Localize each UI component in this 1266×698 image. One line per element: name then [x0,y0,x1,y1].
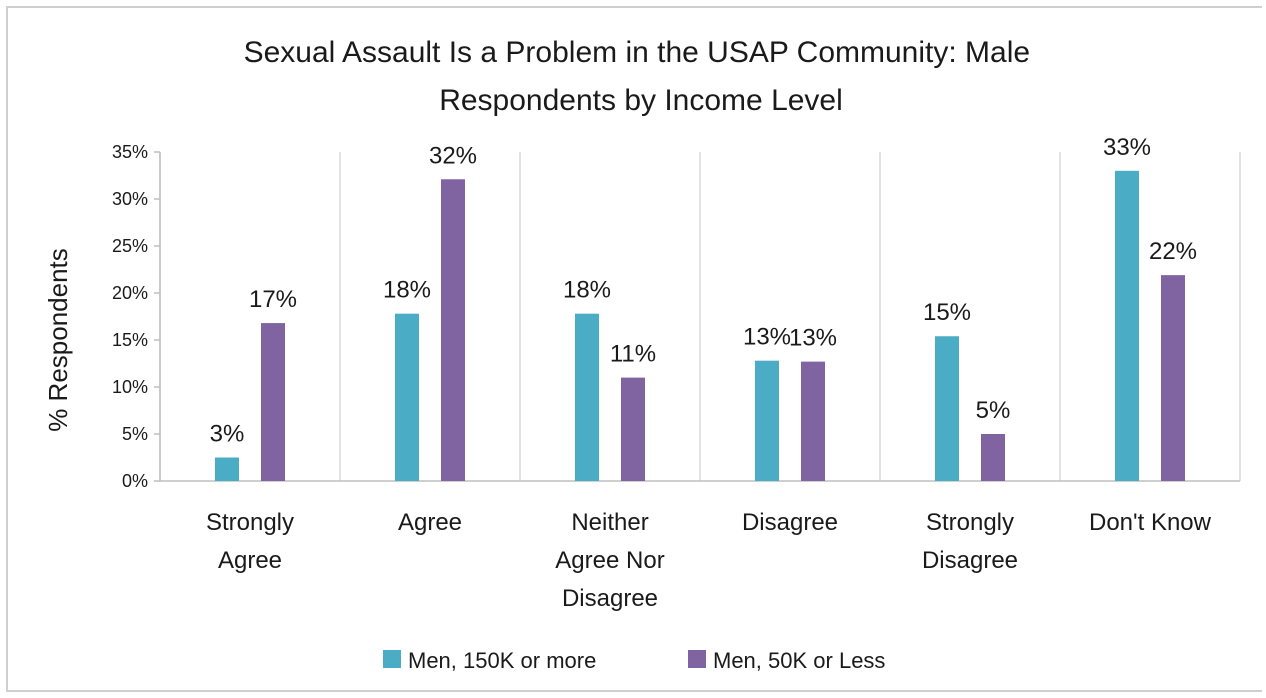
x-tick-label: Agree [398,509,462,536]
x-tick-label: Strongly Disagree [922,509,1018,574]
bar-data-label: 13% [743,324,791,351]
chart-title: Sexual Assault Is a Problem in the USAP … [244,36,1039,117]
y-tick-label: 25% [112,236,148,256]
bar-data-label: 5% [976,397,1011,424]
y-tick-label: 0% [122,471,148,491]
bar-data-label: 3% [210,421,245,448]
x-tick-label-line: Agree [218,547,282,574]
bar [981,434,1005,481]
bar [441,179,465,481]
y-tick-label: 10% [112,377,148,397]
y-tick-label: 5% [122,424,148,444]
bar-data-label: 18% [563,277,611,304]
x-tick-label-line: Don't Know [1089,509,1212,536]
legend-label: Men, 50K or Less [713,648,885,673]
bar-data-label: 32% [429,142,477,169]
x-tick-label-line: Neither [571,509,648,536]
x-tick-label: Disagree [742,509,838,536]
bar [215,457,239,481]
bar [1115,170,1139,482]
bar-data-label: 22% [1149,238,1197,265]
y-tick-label: 30% [112,189,148,209]
x-tick-label-line: Disagree [922,547,1018,574]
bar [575,313,599,481]
bar-data-label: 15% [923,299,971,326]
bar [395,313,419,481]
bar [755,360,779,481]
x-tick-label-line: Strongly [926,509,1014,536]
x-tick-label-line: Disagree [742,509,838,536]
bar [621,377,645,481]
chart-title-line-1: Sexual Assault Is a Problem in the USAP … [244,36,1030,69]
y-tick-label: 20% [112,283,148,303]
data-labels: 3% 17% 18% 32% 18% 11% 13%13% 15% 5% 33% 22% [210,134,1197,448]
x-tick-label: Neither Agree Nor Disagree [555,509,664,612]
x-tick-label: Strongly Agree [206,509,294,574]
bar-data-label: 17% [249,286,297,313]
bar-data-label: 18% [383,277,431,304]
axes [154,151,1240,482]
bar-data-label: 13% [789,325,837,352]
bar [801,361,825,481]
bar [1161,275,1185,481]
x-tick-label-line: Disagree [562,585,658,612]
legend-swatch [383,650,401,668]
tick-labels: 0% 5% 10% 15% 20% 25% 30% 35% Strongly Agree Agree… [112,142,1212,612]
y-axis-label: % Respondents [43,248,73,432]
x-tick-label-line: Agree [398,509,462,536]
chart-frame [6,6,1262,692]
legend: Men, 150K or more Men, 50K or Less [383,648,885,673]
gridlines [159,152,1241,481]
bars [215,170,1185,482]
legend-label: Men, 150K or more [408,648,596,673]
bar [261,323,285,481]
legend-swatch [688,650,706,668]
x-tick-label: Don't Know [1089,509,1212,536]
bar-data-label: 11% [610,341,656,368]
y-tick-label: 15% [112,330,148,350]
bar-data-label: 33% [1103,134,1151,161]
y-tick-label: 35% [112,142,148,162]
bar [935,336,959,481]
chart-title-line-2: Respondents by Income Level [439,84,843,117]
x-tick-label-line: Agree Nor [555,547,664,574]
x-tick-label-line: Strongly [206,509,294,536]
